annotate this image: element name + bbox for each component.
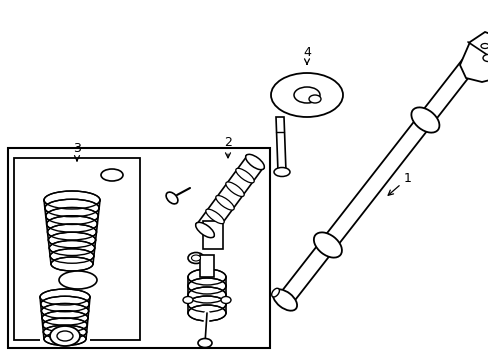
Text: 4: 4 — [303, 45, 310, 64]
Ellipse shape — [187, 305, 225, 321]
Ellipse shape — [187, 278, 225, 294]
Ellipse shape — [49, 240, 95, 256]
Ellipse shape — [195, 223, 214, 237]
Ellipse shape — [187, 269, 225, 285]
Ellipse shape — [46, 207, 98, 225]
Ellipse shape — [293, 87, 319, 103]
Ellipse shape — [187, 296, 225, 312]
Bar — [203, 221, 223, 249]
Ellipse shape — [482, 54, 488, 62]
Ellipse shape — [245, 154, 264, 170]
Ellipse shape — [41, 303, 88, 319]
Ellipse shape — [101, 169, 123, 181]
Polygon shape — [459, 32, 488, 82]
Text: 1: 1 — [387, 171, 411, 195]
Ellipse shape — [273, 167, 289, 176]
Ellipse shape — [50, 326, 80, 346]
Ellipse shape — [187, 252, 203, 264]
Ellipse shape — [183, 297, 193, 303]
Ellipse shape — [480, 44, 488, 49]
Ellipse shape — [191, 255, 200, 261]
Ellipse shape — [245, 155, 264, 169]
Ellipse shape — [235, 168, 254, 183]
Ellipse shape — [46, 216, 97, 232]
Ellipse shape — [45, 199, 99, 217]
Ellipse shape — [51, 257, 93, 271]
Ellipse shape — [41, 296, 89, 312]
Ellipse shape — [44, 333, 86, 346]
Ellipse shape — [410, 107, 439, 132]
Ellipse shape — [44, 191, 100, 209]
Bar — [44, 200, 100, 272]
Ellipse shape — [42, 311, 88, 325]
Ellipse shape — [225, 182, 244, 197]
Ellipse shape — [43, 325, 86, 339]
Ellipse shape — [195, 222, 214, 238]
Ellipse shape — [205, 209, 224, 224]
Text: 3: 3 — [73, 141, 81, 161]
Polygon shape — [275, 117, 285, 172]
Ellipse shape — [221, 297, 230, 303]
Ellipse shape — [42, 318, 87, 332]
Ellipse shape — [57, 331, 73, 341]
Polygon shape — [278, 45, 485, 305]
Ellipse shape — [47, 224, 96, 240]
Bar — [200, 255, 214, 277]
Ellipse shape — [50, 249, 94, 263]
Bar — [187, 277, 225, 322]
Ellipse shape — [187, 287, 225, 303]
Ellipse shape — [270, 73, 342, 117]
Ellipse shape — [272, 289, 297, 311]
Ellipse shape — [40, 289, 90, 305]
Ellipse shape — [271, 288, 279, 297]
Bar — [14, 158, 140, 340]
Ellipse shape — [198, 338, 212, 347]
Ellipse shape — [215, 195, 234, 210]
Ellipse shape — [313, 233, 341, 258]
Text: 2: 2 — [224, 135, 231, 158]
Polygon shape — [197, 156, 263, 236]
Ellipse shape — [48, 232, 96, 248]
Ellipse shape — [166, 192, 178, 204]
Ellipse shape — [308, 95, 320, 103]
Bar — [8, 148, 269, 348]
Bar — [40, 297, 90, 346]
Ellipse shape — [59, 271, 97, 289]
